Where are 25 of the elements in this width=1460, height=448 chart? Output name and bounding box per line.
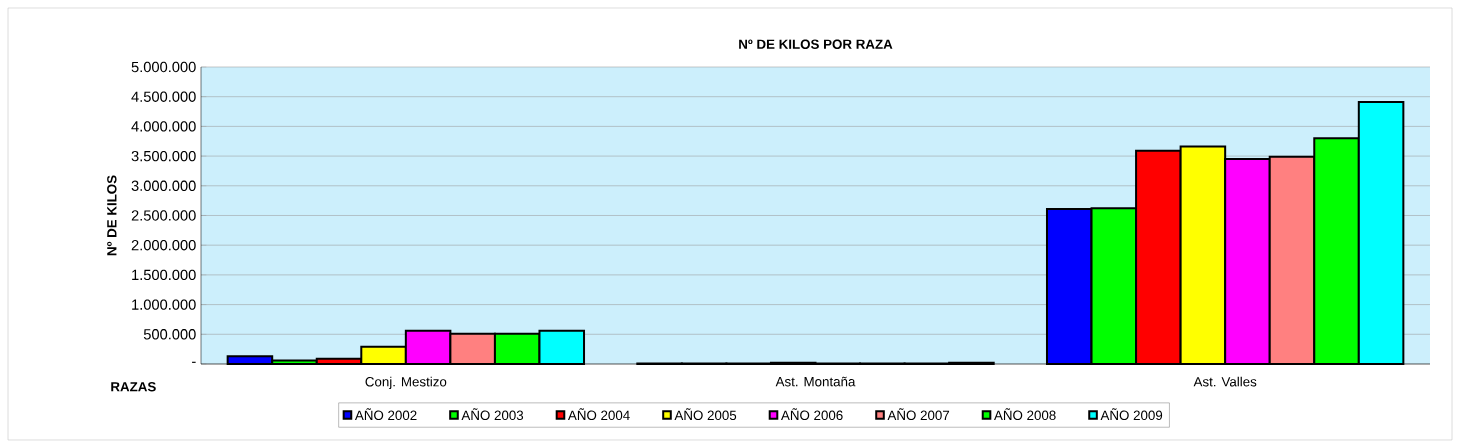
x-tick-label: Ast. Montaña [775,376,856,387]
y-tick-label: 3.000.000 [131,180,196,191]
y-tick-label: 2.500.000 [131,210,196,221]
y-tick-label: 2.000.000 [131,240,196,251]
x-axis-title: RAZAS [111,382,156,392]
y-tick-label: 4.000.000 [131,121,196,132]
legend-label: AÑO 2009 [1100,408,1163,421]
y-tick-label: 4.500.000 [131,91,196,102]
legend-label: AÑO 2005 [674,408,737,421]
legend-label: AÑO 2003 [461,408,524,421]
y-tick-label: 1.000.000 [132,299,196,310]
x-tick-label: Conj. Mestizo [365,376,447,390]
x-tick-label: Ast. Valles [1193,376,1257,387]
y-tick-label: 3.500.000 [131,150,196,162]
legend-label: AÑO 2002 [354,408,417,421]
legend-label: AÑO 2008 [994,408,1056,421]
legend-label: AÑO 2004 [567,408,630,421]
y-tick-label: - [192,361,196,363]
legend-label: AÑO 2006 [780,408,843,421]
chart-title: Nº DE KILOS POR RAZA [739,39,893,49]
y-tick-label: 5.000.000 [131,61,196,73]
legend-label: AÑO 2007 [887,408,950,421]
y-tick-label: 1.500.000 [132,269,196,281]
y-axis-title: Nº DE KILOS [107,175,117,256]
y-tick-label: 500.000 [143,329,196,340]
